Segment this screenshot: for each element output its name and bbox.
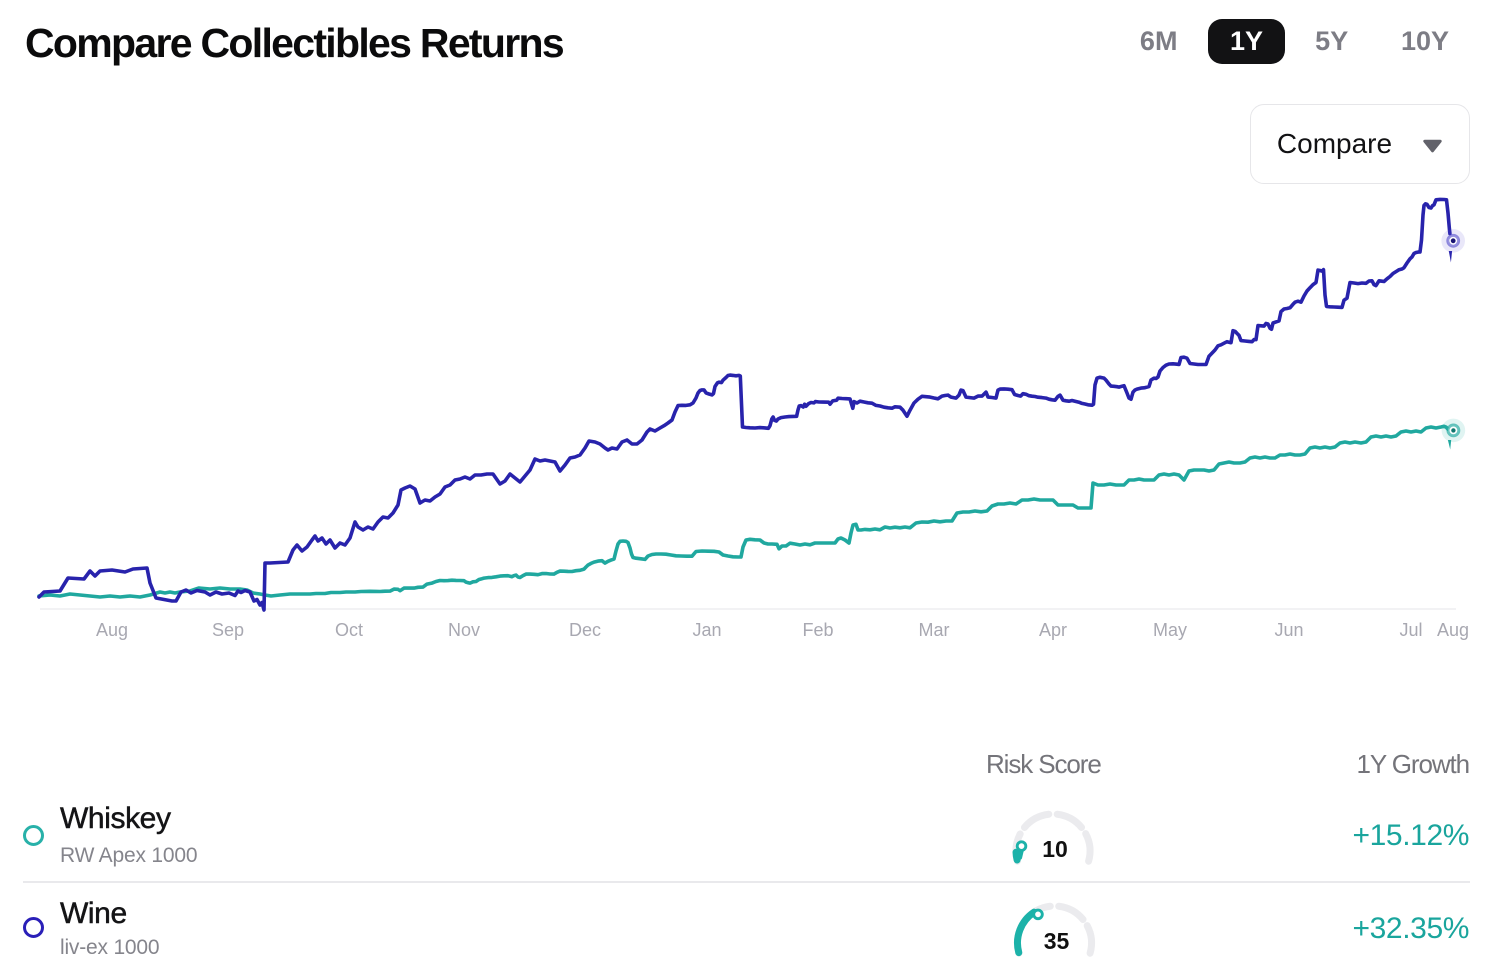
svg-text:10: 10 bbox=[1042, 836, 1068, 862]
svg-text:Nov: Nov bbox=[448, 620, 480, 640]
svg-text:Mar: Mar bbox=[919, 620, 950, 640]
svg-text:Oct: Oct bbox=[335, 620, 363, 640]
svg-text:Feb: Feb bbox=[802, 620, 833, 640]
svg-text:35: 35 bbox=[1044, 928, 1070, 954]
svg-text:Sep: Sep bbox=[212, 620, 244, 640]
svg-text:May: May bbox=[1153, 620, 1187, 640]
svg-text:Jan: Jan bbox=[692, 620, 721, 640]
svg-text:Aug: Aug bbox=[1437, 620, 1469, 640]
svg-text:Apr: Apr bbox=[1039, 620, 1067, 640]
svg-text:Aug: Aug bbox=[96, 620, 128, 640]
svg-text:Jul: Jul bbox=[1399, 620, 1422, 640]
svg-text:Jun: Jun bbox=[1274, 620, 1303, 640]
svg-text:Dec: Dec bbox=[569, 620, 601, 640]
